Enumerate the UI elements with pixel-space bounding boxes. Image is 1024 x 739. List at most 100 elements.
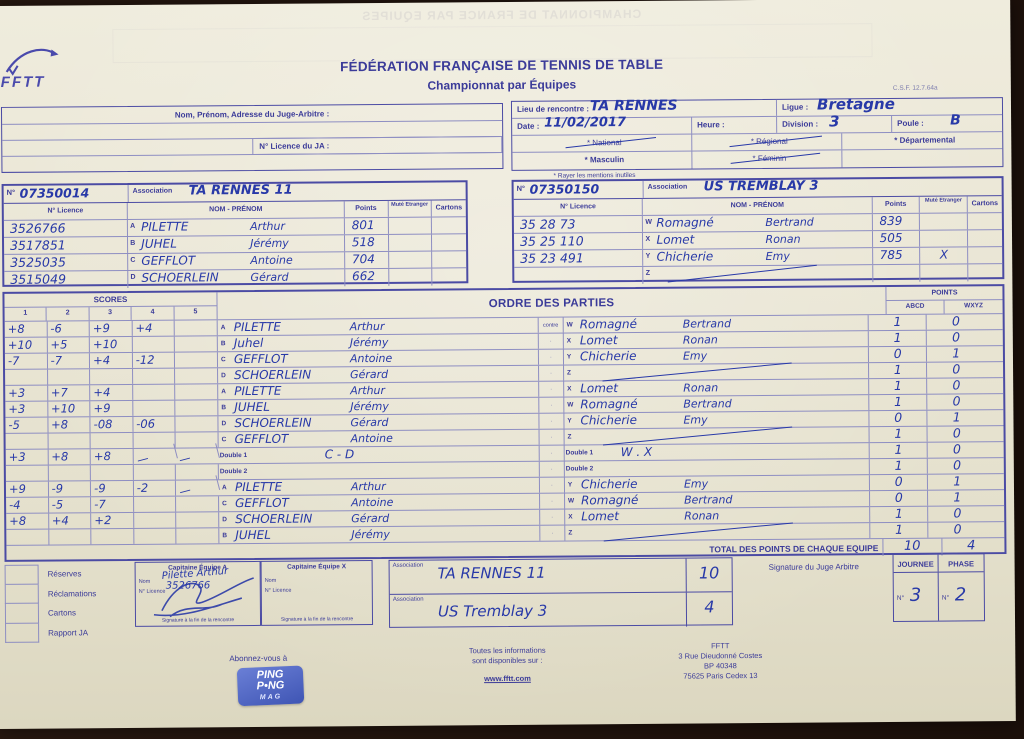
score-cell xyxy=(175,384,219,400)
team-x-number-cell: N° 07350150 xyxy=(513,180,644,199)
wxyz-point-cell: 1 xyxy=(927,489,987,506)
order-title: ORDRE DES PARTIES xyxy=(488,297,615,311)
contre-cell: · xyxy=(537,349,564,365)
order-left-slot: SCHOERLEIN Gérard xyxy=(235,511,390,527)
z-dash-line xyxy=(602,426,793,446)
score-col-2: 2 xyxy=(46,307,90,321)
contre-cell: · xyxy=(538,413,565,429)
score-cell: -7 xyxy=(47,353,91,369)
reserves-box xyxy=(4,564,39,585)
check-row: Cartons xyxy=(4,603,135,624)
abcd-point-cell: 1 xyxy=(868,442,928,459)
score-cell xyxy=(176,528,220,544)
score-cell: +10 xyxy=(89,336,133,353)
abcd-point-cell: 1 xyxy=(868,378,927,395)
order-left-slot: PILETTE Arthur xyxy=(234,479,386,495)
phase-value: 2 xyxy=(954,584,967,606)
poule-value: B xyxy=(950,112,961,129)
abcd-point-cell: 1 xyxy=(869,522,928,539)
score-cell: +8 xyxy=(6,513,49,529)
team-x-association: US TREMBLAY 3 xyxy=(703,178,819,195)
col-licence: N° Licence xyxy=(3,202,129,220)
order-right-slot xyxy=(578,362,868,382)
abcd-point-cell: 1 xyxy=(867,314,927,331)
wxyz-point-cell: 0 xyxy=(926,361,986,378)
order-left-slot: GEFFLOT Antoine xyxy=(233,351,393,367)
svg-text:FFTT: FFTT xyxy=(1,74,46,90)
score-cell: +8 xyxy=(48,449,91,465)
order-left-letter: B xyxy=(221,404,227,412)
phase-cell: N° 2 xyxy=(941,584,967,606)
score-cell: +5 xyxy=(47,337,91,353)
score-cell: +10 xyxy=(47,401,91,417)
wxyz-point-cell: 0 xyxy=(927,441,986,458)
licence-label: N° Licence xyxy=(264,587,292,594)
order-right-slot: Double 2 xyxy=(565,465,594,473)
score-cell xyxy=(48,433,91,449)
order-left-slot: JUHEL Jérémy xyxy=(234,399,389,415)
order-left-slot: PILETTE Arthur xyxy=(234,383,386,399)
journee-value: 3 xyxy=(909,584,922,606)
lieu-value: TA RENNES xyxy=(589,97,678,115)
score-cell: -2 xyxy=(133,480,177,496)
order-right-letter: Z xyxy=(568,529,573,537)
order-right-letter: W xyxy=(566,321,573,329)
score-cell: -9 xyxy=(91,480,134,497)
order-left-letter: D xyxy=(221,420,227,428)
footer-address: FFTT 3 Rue Dieudonné Costes BP 40348 756… xyxy=(678,641,763,681)
association-label: Association xyxy=(392,562,424,569)
order-left-slot: SCHOERLEIN Gérard xyxy=(233,367,389,383)
signature-note: Signature à la fin de la rencontre xyxy=(280,616,354,623)
score-cell: -5 xyxy=(5,417,49,433)
abcd-point-cell: 0 xyxy=(868,490,928,507)
order-right-letter: Z xyxy=(567,433,572,441)
team-a-number: 07350014 xyxy=(19,185,90,201)
col-points: Points xyxy=(344,200,389,218)
score-cell: +3 xyxy=(5,449,49,465)
score-cell: +9 xyxy=(90,400,134,417)
captain-a-box: Capitaine Équipe A Nom N° Licence Pilett… xyxy=(134,560,262,627)
journee-label: JOURNEE xyxy=(893,554,939,572)
score-col-5: 5 xyxy=(193,308,198,316)
wxyz-point-cell: 1 xyxy=(926,345,985,362)
contre-cell: · xyxy=(538,381,565,397)
score-cell xyxy=(91,528,135,545)
departemental-cell: * Départemental xyxy=(894,135,956,145)
col-points: Points xyxy=(872,196,921,214)
contre-cell: contre xyxy=(537,317,564,333)
score-cell: +2 xyxy=(91,512,135,529)
masculin-cell: * Masculin xyxy=(512,151,693,170)
score-cell: -08 xyxy=(90,416,134,433)
score-cell xyxy=(175,320,218,336)
feminin-cell: * Féminin xyxy=(692,150,843,169)
contre-cell: · xyxy=(538,461,565,477)
team-x-table: N° 07350150 Association US TREMBLAY 3 N°… xyxy=(511,176,1005,285)
order-left-letter: A xyxy=(220,324,226,332)
contre-cell: · xyxy=(538,397,565,413)
score-cell: +4 xyxy=(90,384,134,401)
score-cell xyxy=(175,400,219,416)
order-left-letter: B xyxy=(220,340,226,348)
order-rows: +8 -6 +9 +4 A PILETTE Arthur contre W Ro… xyxy=(4,313,1005,546)
phase-label: PHASE xyxy=(948,559,975,569)
reserves-label: Réserves xyxy=(47,569,82,579)
score-cell: +10 xyxy=(4,337,48,353)
order-right-slot xyxy=(578,426,868,446)
z-empty-dash xyxy=(668,264,818,283)
order-right-letter: W xyxy=(567,401,574,409)
score-cell xyxy=(90,464,134,481)
wxyz-point-cell: 0 xyxy=(926,393,986,410)
contre-cell: · xyxy=(538,493,566,509)
score-cell xyxy=(48,529,92,545)
order-right-letter: X xyxy=(566,337,572,345)
judge-licence-label: N° Licence du JA : xyxy=(252,136,503,155)
order-right-slot: Romagné Bertrand xyxy=(580,492,733,508)
team-a-row: 3515049 D SCHOERLEIN Gérard 662 xyxy=(4,268,466,289)
score-cell xyxy=(133,400,176,416)
order-right-slot: Double 1 W . X xyxy=(565,444,653,460)
score-col-1: 1 xyxy=(4,307,48,321)
team-x-row-z: Z xyxy=(514,264,1002,285)
order-right-slot: Romagné Bertrand xyxy=(579,316,732,332)
score-cell: +8 xyxy=(90,448,134,465)
date-value: 11/02/2017 xyxy=(544,115,627,131)
